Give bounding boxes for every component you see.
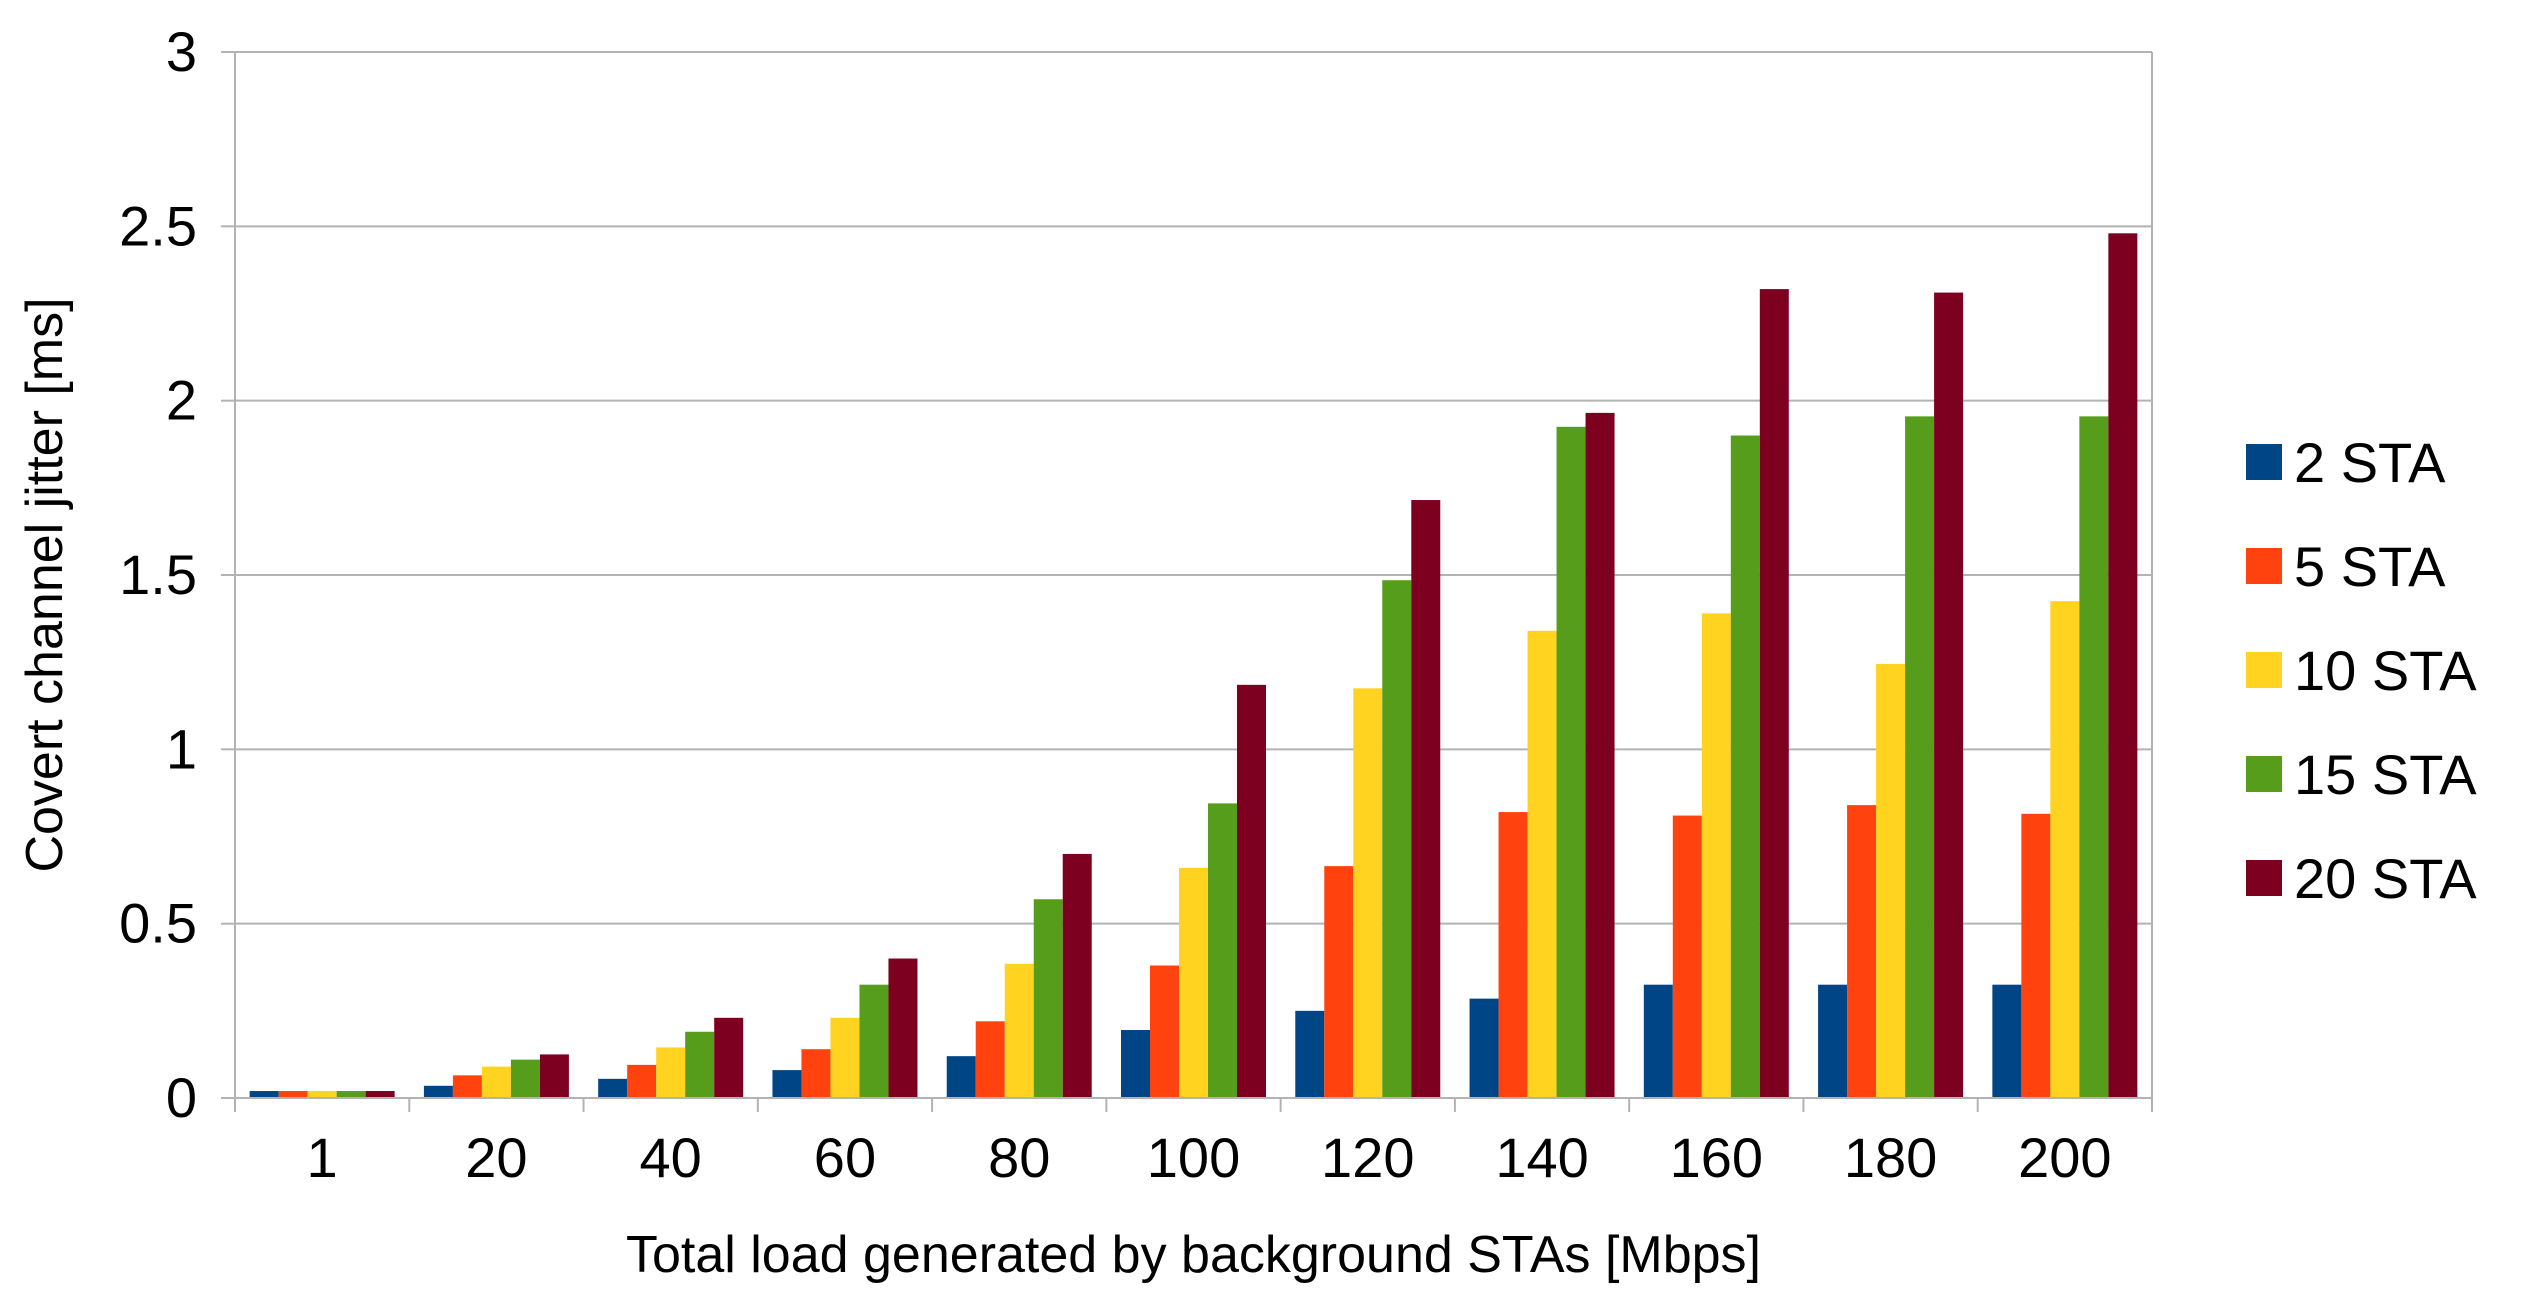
y-tick-label: 3 [166,20,197,83]
bar [1324,866,1354,1098]
bar [1498,812,1528,1098]
legend: 2 STA 5 STA 10 STA 15 STA 20 STA [2246,431,2477,910]
x-tick-label: 140 [1495,1126,1588,1189]
bar [481,1066,511,1098]
bar [2050,601,2080,1098]
bar [888,958,918,1098]
y-tick-label: 2.5 [119,194,197,257]
bar [1062,853,1092,1098]
bar [1411,500,1441,1099]
bar [1876,663,1906,1098]
legend-label: 2 STA [2294,431,2446,494]
y-axis-title: Covert channel jitter [ms] [16,297,74,872]
legend-label: 10 STA [2294,639,2477,702]
bar [2108,233,2138,1099]
y-tick-labels: 0 0.5 1 1.5 2 2.5 3 [119,20,197,1129]
bar [1759,289,1789,1098]
y-tick-label: 0 [166,1066,197,1129]
y-tick-label: 1 [166,717,197,780]
bar [1905,416,1935,1098]
x-tick-label: 120 [1321,1126,1414,1189]
x-tick-labels: 1 20 40 60 80 100 120 140 160 180 200 [307,1126,2112,1189]
bar [1585,412,1615,1098]
bar [307,1091,337,1098]
gridlines [235,51,2152,1099]
bar [714,1017,744,1098]
bar [1701,613,1731,1098]
bar [1527,630,1557,1098]
bar [1818,984,1848,1098]
x-tick-label: 40 [640,1126,702,1189]
bar [1353,688,1383,1098]
bar [1469,998,1499,1098]
x-tick-label: 200 [2018,1126,2111,1189]
bar [510,1059,540,1098]
bar [2021,813,2051,1098]
bar [423,1085,453,1098]
legend-swatch [2246,756,2282,792]
bar [1237,684,1266,1098]
bars [249,233,2138,1099]
bar [685,1031,715,1098]
bar [278,1091,308,1098]
x-tick-label: 60 [814,1126,876,1189]
bar [598,1078,628,1098]
y-tick-label: 0.5 [119,892,197,955]
legend-swatch [2246,548,2282,584]
bar [772,1070,802,1098]
bar [1382,580,1412,1098]
axes [221,51,2153,1112]
bar [1295,1010,1325,1098]
x-axis-title: Total load generated by background STAs … [626,1226,1761,1284]
legend-label: 5 STA [2294,535,2446,598]
y-tick-label: 1.5 [119,543,197,606]
legend-swatch [2246,444,2282,480]
bar [1672,815,1702,1098]
bar [946,1056,976,1098]
bar [1934,292,1964,1099]
bar [975,1021,1005,1098]
bar [1208,803,1237,1098]
bar [1150,965,1179,1098]
bar [859,984,889,1098]
bar [1992,984,2022,1098]
legend-swatch [2246,860,2282,896]
bar [801,1049,831,1098]
bar [1847,805,1877,1098]
y-tick-label: 2 [166,369,197,432]
bar [336,1091,366,1098]
bar [1730,435,1760,1098]
bar [1643,984,1673,1098]
bar [452,1075,482,1098]
bar [2079,416,2109,1098]
x-tick-label: 160 [1670,1126,1763,1189]
bar [1179,867,1208,1098]
legend-label: 20 STA [2294,847,2477,910]
x-tick-label: 180 [1844,1126,1937,1189]
bar [365,1091,395,1098]
bar [1033,899,1063,1098]
x-tick-label: 1 [307,1126,338,1189]
bar [627,1064,657,1098]
bar [1556,426,1586,1099]
bar [1004,963,1034,1098]
legend-label: 15 STA [2294,743,2477,806]
bar [249,1091,279,1098]
x-tick-label: 80 [988,1126,1050,1189]
bar [830,1017,860,1098]
x-tick-label: 100 [1147,1126,1240,1189]
bar [656,1047,686,1098]
x-tick-label: 20 [465,1126,527,1189]
bar [539,1054,569,1098]
bar [1121,1030,1150,1098]
legend-swatch [2246,652,2282,688]
